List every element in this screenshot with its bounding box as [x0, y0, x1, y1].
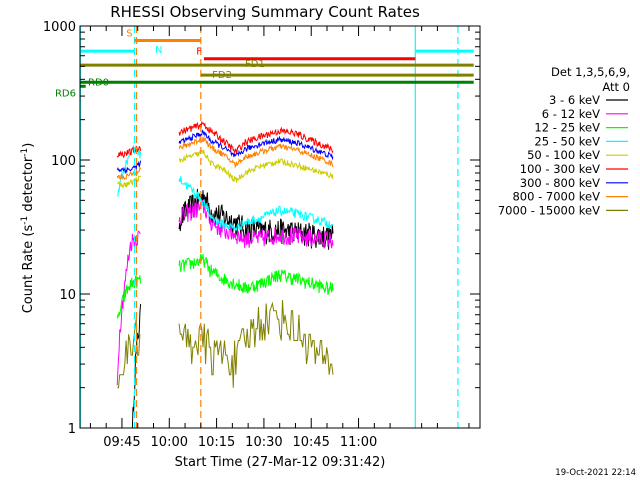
- series-line-8: [117, 300, 334, 389]
- legend-label-4: 50 - 100 keV: [527, 148, 600, 162]
- legend-header-line-1: Att 0: [602, 80, 630, 94]
- legend-label-2: 12 - 25 keV: [534, 121, 600, 135]
- x-axis-label: Start Time (27-Mar-12 09:31:42): [175, 455, 386, 470]
- legend-label-5: 100 - 300 keV: [520, 162, 600, 176]
- y-axis-label: Count Rate (s-1 detector-1): [20, 143, 36, 314]
- segment-label-3: F: [196, 47, 202, 58]
- segment-label-4: FD1: [245, 59, 265, 70]
- svg-text:Count Rate (s-1 detector-1): Count Rate (s-1 detector-1): [20, 143, 36, 314]
- x-tick-label-5: 11:00: [340, 435, 377, 450]
- legend-label-6: 300 - 800 keV: [520, 176, 600, 190]
- plot-area: S N F FD1 FD2 RD0 RD6: [55, 26, 474, 429]
- legend-label-1: 6 - 12 keV: [542, 107, 600, 121]
- x-tick-label-1: 10:00: [151, 435, 188, 450]
- series-line-2: [116, 253, 334, 319]
- series-line-6: [116, 129, 334, 175]
- x-tick-label-3: 10:30: [245, 435, 282, 450]
- legend-header-line-0: Det 1,3,5,6,9,: [551, 65, 630, 79]
- segment-label-1: N: [155, 45, 162, 56]
- segment-label-5: FD2: [212, 70, 232, 81]
- y-tick-label-0: 1: [68, 422, 76, 437]
- series-line-3: [117, 144, 334, 233]
- series-line-5: [116, 121, 334, 159]
- x-tick-label-2: 10:15: [198, 435, 235, 450]
- axes: 1 10 100 1000 09:45 10:00 10:15 10:30 10:45 11:00: [43, 20, 481, 450]
- segment-label-0: S: [126, 28, 132, 39]
- y-tick-label-2: 100: [51, 154, 76, 169]
- y-tick-label-1: 10: [59, 288, 76, 303]
- legend-label-8: 7000 - 15000 keV: [498, 203, 600, 217]
- x-tick-label-4: 10:45: [292, 435, 329, 450]
- segment-label-6: RD0: [88, 77, 109, 88]
- x-tick-label-0: 09:45: [103, 435, 140, 450]
- series-line-0: [131, 188, 334, 429]
- chart-title: RHESSI Observing Summary Count Rates: [110, 3, 420, 21]
- legend-label-3: 25 - 50 keV: [534, 134, 600, 148]
- generation-date: 19-Oct-2021 22:14: [555, 468, 636, 478]
- legend-label-0: 3 - 6 keV: [549, 93, 600, 107]
- y-tick-label-3: 1000: [43, 20, 76, 35]
- segment-label-7: RD6: [55, 88, 76, 99]
- legend-label-7: 800 - 7000 keV: [512, 190, 600, 204]
